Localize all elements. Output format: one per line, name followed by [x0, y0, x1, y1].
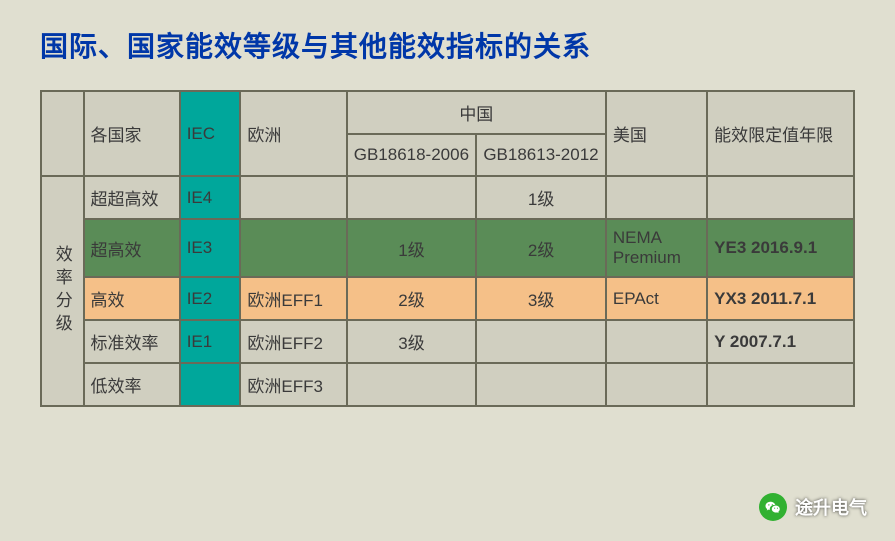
cell-gb2006: 3级: [347, 320, 477, 363]
corner-cell: [41, 91, 84, 176]
col-china: 中国: [347, 91, 606, 134]
page-title: 国际、国家能效等级与其他能效指标的关系: [40, 25, 855, 65]
col-europe: 欧洲: [240, 91, 346, 176]
cell-limit: [707, 176, 854, 219]
watermark: 途升电气: [759, 493, 867, 521]
cell-gb2012: 1级: [476, 176, 606, 219]
cell-iec: IE2: [180, 277, 241, 320]
cell-gb2012: 3级: [476, 277, 606, 320]
cell-iec: IE4: [180, 176, 241, 219]
col-gb2012: GB18613-2012: [476, 134, 606, 176]
cell-iec: IE3: [180, 219, 241, 277]
page-container: 国际、国家能效等级与其他能效指标的关系 各国家 IEC 欧洲 中国 美国 能效限…: [0, 0, 895, 432]
cell-usa: [606, 363, 707, 406]
cell-usa: [606, 320, 707, 363]
table-row: 效率分级 超超高效 IE4 1级: [41, 176, 854, 219]
table-row: 低效率 欧洲EFF3: [41, 363, 854, 406]
cell-gb2006: [347, 176, 477, 219]
col-iec: IEC: [180, 91, 241, 176]
cell-limit: [707, 363, 854, 406]
cell-gb2006: 1级: [347, 219, 477, 277]
cell-limit: YE3 2016.9.1: [707, 219, 854, 277]
cell-gb2012: [476, 363, 606, 406]
col-countries: 各国家: [84, 91, 180, 176]
cell-europe: [240, 219, 346, 277]
cell-limit: YX3 2011.7.1: [707, 277, 854, 320]
cell-limit: Y 2007.7.1: [707, 320, 854, 363]
cell-name: 高效: [84, 277, 180, 320]
header-row-1: 各国家 IEC 欧洲 中国 美国 能效限定值年限: [41, 91, 854, 134]
table-row: 标准效率 IE1 欧洲EFF2 3级 Y 2007.7.1: [41, 320, 854, 363]
cell-usa: [606, 176, 707, 219]
cell-gb2006: [347, 363, 477, 406]
cell-europe: [240, 176, 346, 219]
table-row: 超高效 IE3 1级 2级 NEMA Premium YE3 2016.9.1: [41, 219, 854, 277]
watermark-label: 途升电气: [795, 494, 867, 520]
side-label: 效率分级: [41, 176, 84, 406]
col-usa: 美国: [606, 91, 707, 176]
cell-name: 标准效率: [84, 320, 180, 363]
cell-name: 超超高效: [84, 176, 180, 219]
cell-iec: IE1: [180, 320, 241, 363]
cell-name: 超高效: [84, 219, 180, 277]
cell-gb2012: [476, 320, 606, 363]
wechat-icon: [759, 493, 787, 521]
cell-europe: 欧洲EFF2: [240, 320, 346, 363]
col-gb2006: GB18618-2006: [347, 134, 477, 176]
cell-europe: 欧洲EFF1: [240, 277, 346, 320]
cell-usa: EPAct: [606, 277, 707, 320]
cell-gb2006: 2级: [347, 277, 477, 320]
efficiency-table: 各国家 IEC 欧洲 中国 美国 能效限定值年限 GB18618-2006 GB…: [40, 90, 855, 407]
col-limit-year: 能效限定值年限: [707, 91, 854, 176]
cell-iec: [180, 363, 241, 406]
cell-europe: 欧洲EFF3: [240, 363, 346, 406]
table-row: 高效 IE2 欧洲EFF1 2级 3级 EPAct YX3 2011.7.1: [41, 277, 854, 320]
cell-name: 低效率: [84, 363, 180, 406]
cell-gb2012: 2级: [476, 219, 606, 277]
cell-usa: NEMA Premium: [606, 219, 707, 277]
